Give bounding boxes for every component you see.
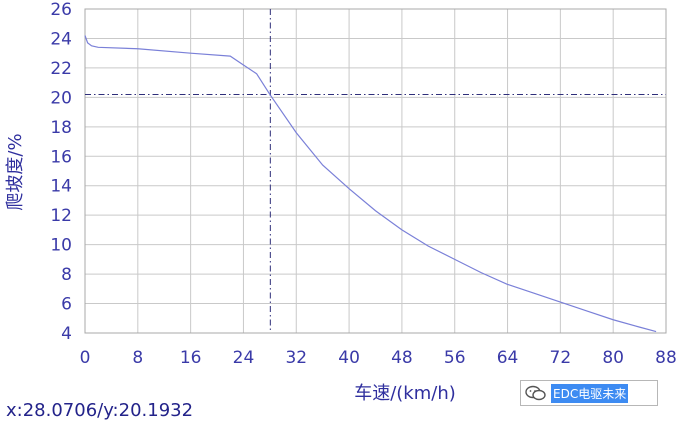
x-axis-label: 车速/(km/h) — [354, 383, 456, 404]
x-tick-labels: 0 8 16 24 32 40 48 56 64 72 80 88 — [80, 348, 677, 368]
y-tick-label: 26 — [50, 0, 72, 20]
y-tick-label: 10 — [50, 236, 72, 256]
x-tick-label: 40 — [338, 348, 360, 368]
gradient-curve — [84, 35, 657, 333]
y-tick-label: 22 — [50, 59, 72, 79]
x-tick-label: 48 — [391, 348, 413, 368]
watermark-text: EDC电驱未来 — [551, 383, 629, 403]
y-tick-label: 12 — [50, 206, 72, 226]
watermark: EDC电驱未来 — [520, 380, 658, 406]
y-axis-label: 爬坡度/% — [5, 133, 26, 210]
x-tick-label: 80 — [602, 348, 624, 368]
y-tick-label: 24 — [50, 29, 72, 49]
crosshair — [85, 9, 666, 333]
x-tick-label: 32 — [285, 348, 307, 368]
wechat-bubble-icon — [521, 381, 551, 405]
y-tick-label: 20 — [50, 88, 72, 108]
x-tick-label: 64 — [497, 348, 519, 368]
y-tick-label: 14 — [50, 177, 72, 197]
x-tick-label: 88 — [655, 348, 677, 368]
y-tick-label: 8 — [61, 265, 72, 285]
x-tick-label: 72 — [550, 348, 572, 368]
plot-background — [85, 9, 666, 333]
x-tick-label: 24 — [233, 348, 255, 368]
coordinate-readout: x:28.0706/y:20.1932 — [6, 400, 194, 421]
y-tick-labels: 4 6 8 10 12 14 16 18 20 22 24 26 — [50, 0, 72, 344]
x-tick-label: 56 — [444, 348, 466, 368]
x-tick-label: 8 — [132, 348, 143, 368]
x-tick-label: 0 — [80, 348, 91, 368]
y-tick-label: 18 — [50, 118, 72, 138]
x-tick-label: 16 — [180, 348, 202, 368]
plot-frame — [84, 8, 667, 334]
y-tick-label: 4 — [61, 324, 72, 344]
y-tick-label: 6 — [61, 295, 72, 315]
plot-border — [84, 8, 667, 334]
y-tick-label: 16 — [50, 147, 72, 167]
